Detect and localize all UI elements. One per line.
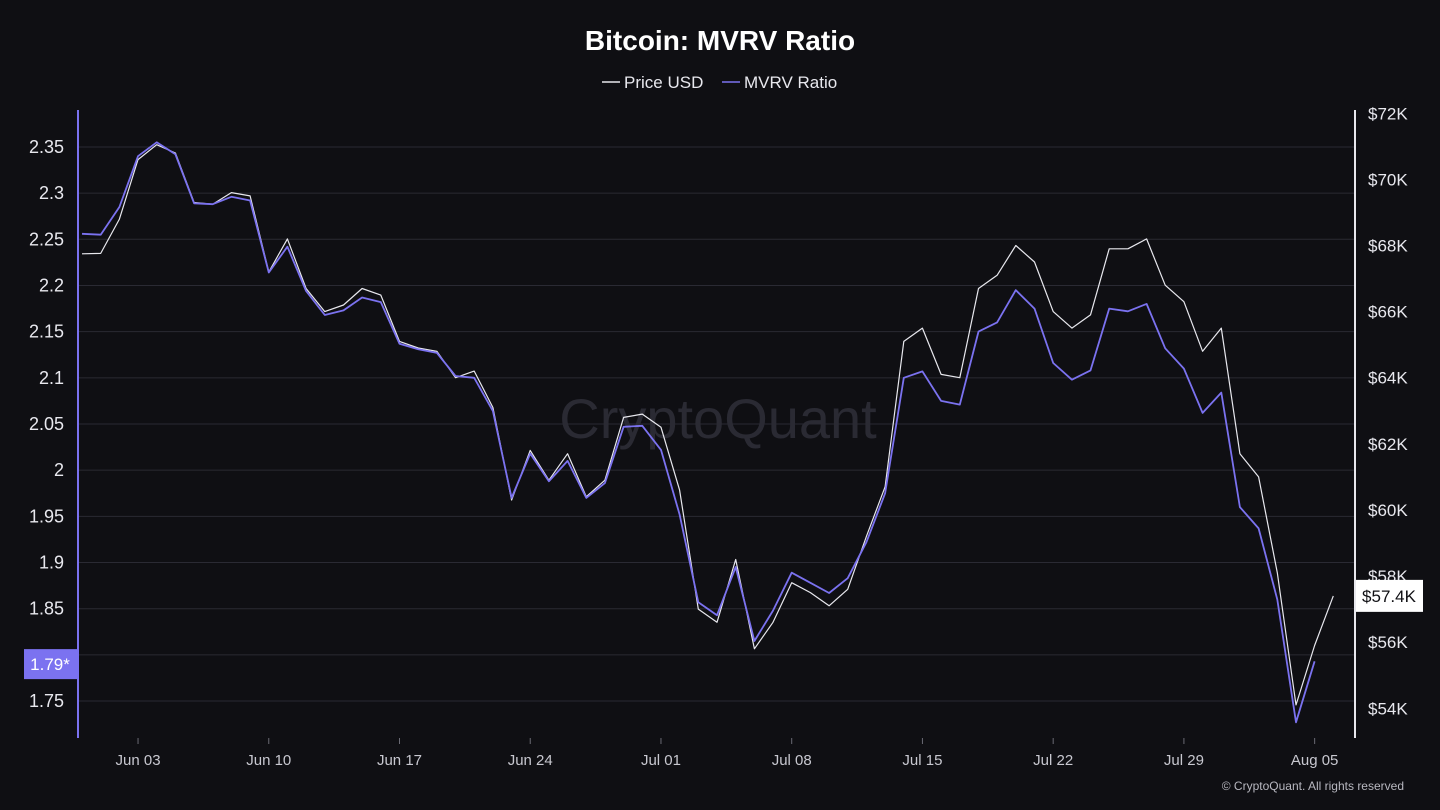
- right-tick-label: $60K: [1368, 501, 1408, 520]
- x-tick-label: Jul 01: [641, 752, 681, 769]
- right-tick-label: $66K: [1368, 303, 1408, 322]
- legend-label: Price USD: [624, 73, 703, 92]
- left-tick-label: 2.2: [39, 275, 64, 295]
- x-tick-label: Jul 08: [772, 752, 812, 769]
- x-tick-label: Jul 15: [902, 752, 942, 769]
- right-tick-label: $68K: [1368, 237, 1408, 256]
- series-price-usd: [81, 144, 1334, 706]
- x-tick-label: Jul 29: [1164, 752, 1204, 769]
- series-mvrv-ratio: [81, 141, 1316, 724]
- axis-badges: 1.79* $57.4K: [24, 579, 1423, 680]
- axes: 1.75 1.85 1.9 1.95 2 2.05 2.1 2.15 2.2 2.25 2.3 2.3…: [29, 104, 1408, 769]
- left-tick-label: 1.75: [29, 691, 64, 711]
- left-marker-bg: [24, 649, 77, 680]
- legend-item-price-usd[interactable]: Price USD: [602, 73, 703, 92]
- right-marker-bg: [1356, 579, 1423, 612]
- left-tick-label: 1.85: [29, 599, 64, 619]
- chart-title: Bitcoin: MVRV Ratio: [585, 25, 855, 56]
- left-tick-label: 2.35: [29, 137, 64, 157]
- right-marker-label: $57.4K: [1362, 587, 1417, 606]
- right-tick-label: $54K: [1368, 699, 1408, 718]
- x-tick-label: Jul 22: [1033, 752, 1073, 769]
- right-tick-label: $70K: [1368, 170, 1408, 189]
- x-tick-label: Jun 03: [116, 752, 161, 769]
- right-tick-label: $72K: [1368, 104, 1408, 123]
- series-line-mvrv-ratio: [81, 141, 1316, 724]
- legend-item-mvrv-ratio[interactable]: MVRV Ratio: [722, 73, 837, 92]
- copyright-text: © CryptoQuant. All rights reserved: [1222, 779, 1404, 793]
- grid: [78, 146, 1355, 702]
- left-axis-marker: 1.79*: [24, 649, 77, 680]
- x-tick-label: Jun 24: [508, 752, 553, 769]
- right-tick-label: $56K: [1368, 633, 1408, 652]
- left-tick-label: 2.05: [29, 414, 64, 434]
- left-tick-label: 2.1: [39, 368, 64, 388]
- left-tick-label: 1.9: [39, 553, 64, 573]
- series-layer: [81, 141, 1334, 724]
- left-tick-label: 2.15: [29, 322, 64, 342]
- left-tick-label: 1.95: [29, 506, 64, 526]
- left-tick-label: 2: [54, 460, 64, 480]
- right-axis-marker: $57.4K: [1356, 579, 1423, 612]
- left-tick-label: 2.25: [29, 229, 64, 249]
- left-marker-label: 1.79*: [30, 655, 70, 674]
- legend[interactable]: Price USD MVRV Ratio: [602, 73, 837, 92]
- legend-label: MVRV Ratio: [744, 73, 837, 92]
- left-tick-label: 2.3: [39, 183, 64, 203]
- series-line-price-usd: [81, 144, 1334, 706]
- right-tick-label: $64K: [1368, 369, 1408, 388]
- x-tick-label: Jun 10: [246, 752, 291, 769]
- x-tick-label: Aug 05: [1291, 752, 1339, 769]
- x-tick-label: Jun 17: [377, 752, 422, 769]
- right-tick-label: $62K: [1368, 435, 1408, 454]
- watermark: CryptoQuant: [559, 387, 877, 450]
